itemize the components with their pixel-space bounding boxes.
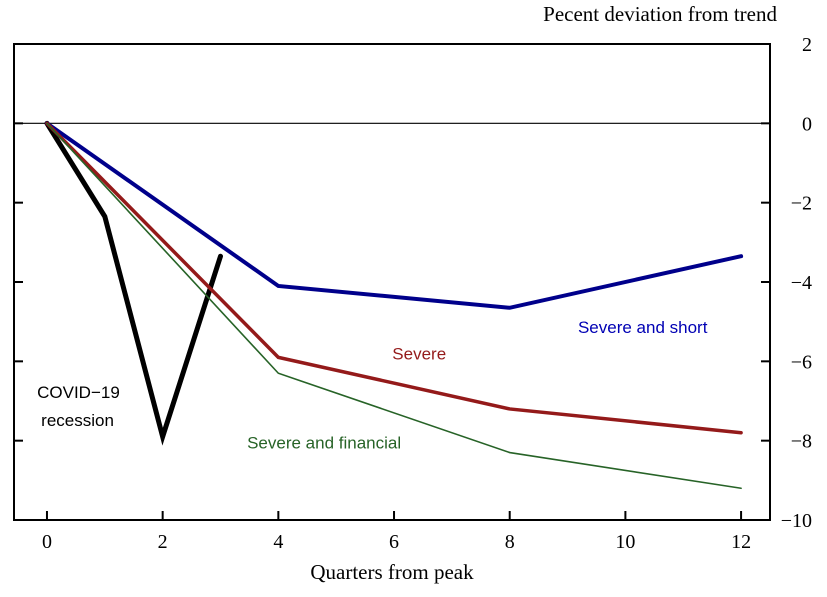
label-severe-and-financial: Severe and financial — [247, 434, 401, 453]
x-tick-label: 12 — [731, 531, 751, 553]
label-severe-and-short: Severe and short — [578, 318, 708, 337]
y-tick-label: 2 — [802, 34, 812, 56]
series-line-severe-and-financial — [46, 122, 742, 490]
x-tick-label: 6 — [389, 531, 399, 553]
series-line-covid-19-recession — [44, 120, 223, 446]
x-axis-label: Quarters from peak — [310, 560, 474, 584]
y-tick-label: −2 — [791, 193, 812, 215]
y-tick-label: −10 — [781, 510, 812, 532]
x-tick-label: 2 — [158, 531, 168, 553]
label-severe: Severe — [392, 344, 446, 363]
chart-title: Pecent deviation from trend — [543, 2, 777, 26]
y-tick-label: 0 — [802, 113, 812, 135]
series-line-severe — [45, 121, 743, 435]
y-tick-label: −8 — [791, 431, 812, 453]
x-tick-label: 10 — [615, 531, 635, 553]
y-tick-label: −6 — [791, 351, 812, 373]
x-tick-label: 8 — [505, 531, 515, 553]
x-tick-label: 4 — [273, 531, 283, 553]
x-tick-label: 0 — [42, 531, 52, 553]
y-tick-label: −4 — [791, 272, 812, 294]
series-line-severe-and-short — [44, 121, 744, 310]
label-covid-19: COVID−19 — [37, 383, 120, 402]
label-recession: recession — [41, 411, 114, 430]
